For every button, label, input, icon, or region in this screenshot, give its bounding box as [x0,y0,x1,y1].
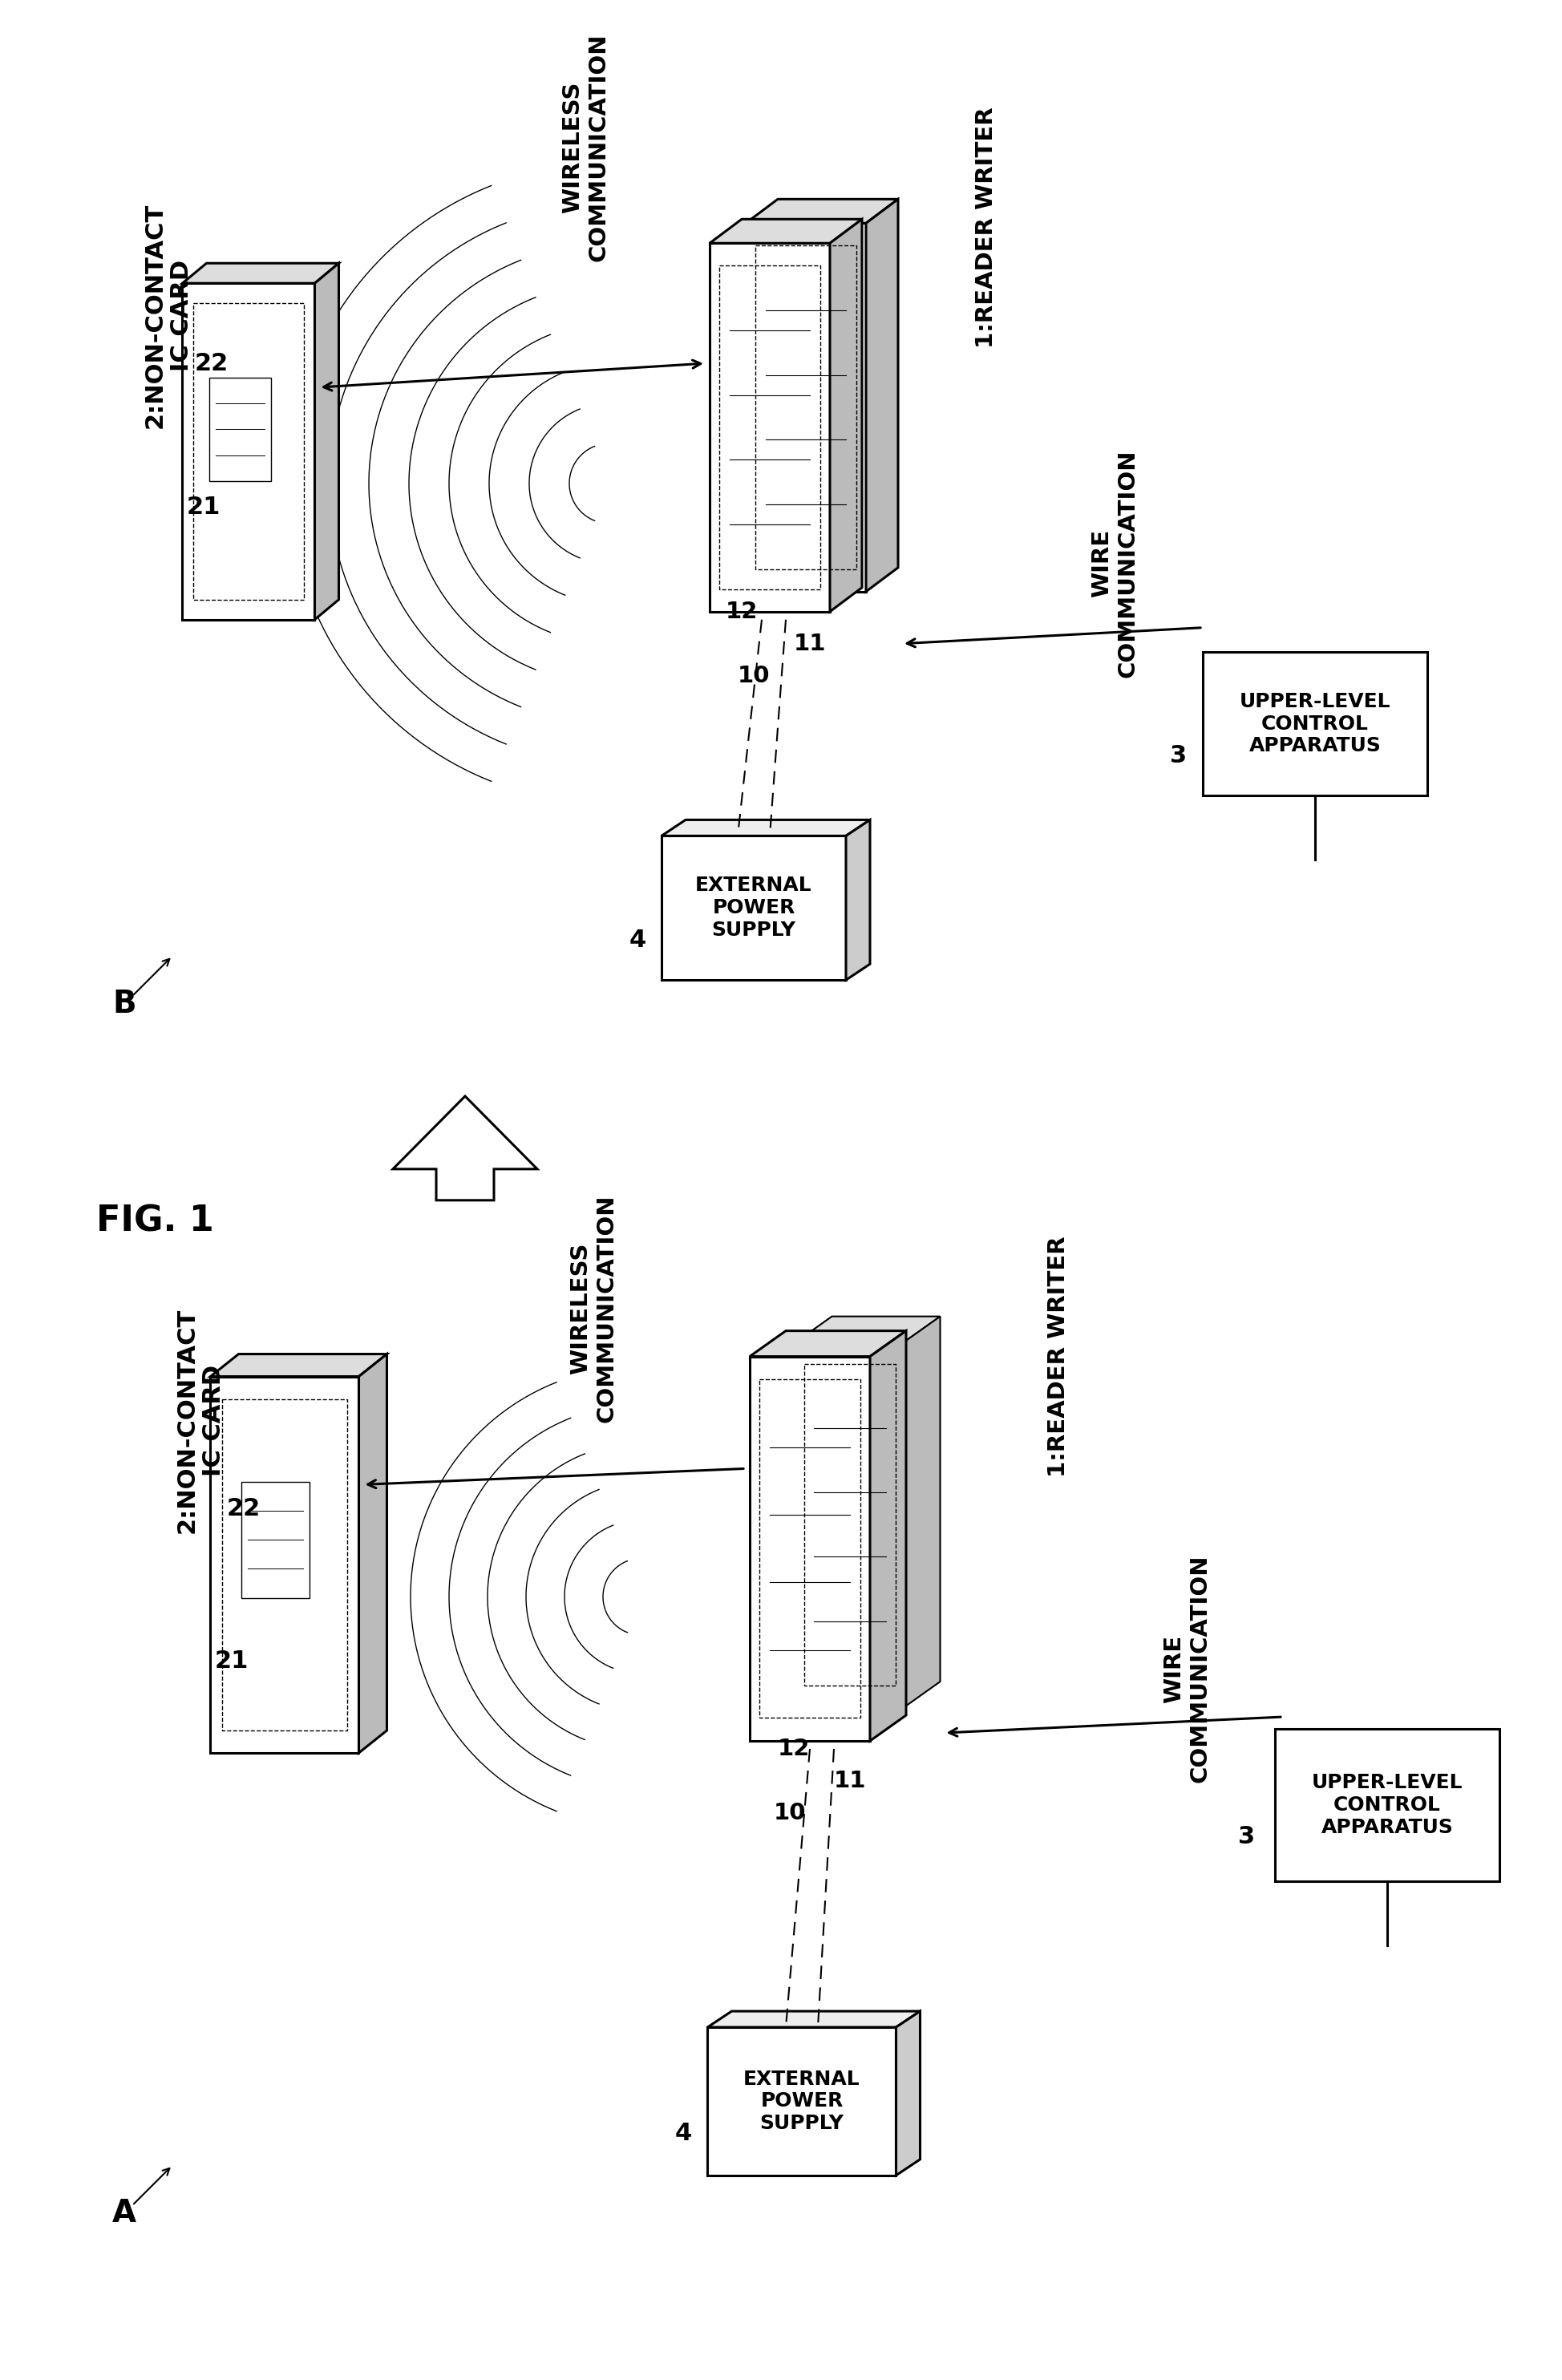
Polygon shape [750,1330,906,1357]
Polygon shape [845,819,870,981]
Text: WIRELESS
COMMUNICATION: WIRELESS COMMUNICATION [561,33,609,262]
Text: 10: 10 [737,664,770,688]
Text: 12: 12 [778,1737,809,1761]
Polygon shape [709,219,862,243]
Text: A: A [112,2199,136,2228]
Polygon shape [745,224,865,593]
Polygon shape [209,378,270,481]
Polygon shape [211,1354,387,1376]
Polygon shape [183,283,314,619]
Text: 4: 4 [675,2121,692,2144]
Text: UPPER-LEVEL
CONTROL
APPARATUS: UPPER-LEVEL CONTROL APPARATUS [1239,693,1390,757]
Text: 22: 22 [226,1497,261,1521]
Text: 22: 22 [195,352,228,376]
Text: 3: 3 [1237,1825,1254,1849]
Polygon shape [709,243,829,612]
Text: EXTERNAL
POWER
SUPPLY: EXTERNAL POWER SUPPLY [695,876,812,940]
Text: 1:READER WRITER: 1:READER WRITER [1047,1235,1068,1478]
Text: 3: 3 [1170,745,1187,766]
Polygon shape [750,1357,870,1740]
Text: 21: 21 [214,1649,248,1673]
Text: 10: 10 [773,1802,806,1823]
Text: B: B [112,988,136,1019]
Polygon shape [895,2011,920,2175]
Polygon shape [661,819,870,835]
Polygon shape [211,1376,359,1754]
Polygon shape [314,264,339,619]
Polygon shape [661,835,845,981]
Polygon shape [865,200,898,593]
Polygon shape [241,1483,309,1597]
Polygon shape [1203,652,1426,795]
Text: WIRELESS
COMMUNICATION: WIRELESS COMMUNICATION [569,1195,617,1423]
Text: FIG. 1: FIG. 1 [97,1204,214,1238]
Polygon shape [870,1330,906,1740]
Polygon shape [829,219,862,612]
Polygon shape [904,1316,940,1706]
Text: 21: 21 [186,495,220,519]
Polygon shape [392,1097,537,1200]
Polygon shape [359,1354,387,1754]
Text: 11: 11 [793,633,826,655]
Polygon shape [183,264,339,283]
Text: UPPER-LEVEL
CONTROL
APPARATUS: UPPER-LEVEL CONTROL APPARATUS [1311,1773,1462,1837]
Text: 4: 4 [628,928,645,952]
Polygon shape [708,2011,920,2028]
Text: WIRE
COMMUNICATION: WIRE COMMUNICATION [1162,1554,1211,1783]
Polygon shape [795,1316,940,1342]
Text: 1:READER WRITER: 1:READER WRITER [975,107,997,347]
Polygon shape [745,200,898,224]
Text: 2:NON-CONTACT
IC CARD: 2:NON-CONTACT IC CARD [175,1307,225,1533]
Text: 2:NON-CONTACT
IC CARD: 2:NON-CONTACT IC CARD [144,202,194,428]
Text: 11: 11 [833,1771,865,1792]
Text: EXTERNAL
POWER
SUPPLY: EXTERNAL POWER SUPPLY [744,2068,859,2132]
Text: 12: 12 [725,600,758,624]
Polygon shape [1275,1728,1498,1880]
Text: WIRE
COMMUNICATION: WIRE COMMUNICATION [1090,450,1139,678]
Polygon shape [795,1342,904,1706]
Polygon shape [708,2028,895,2175]
